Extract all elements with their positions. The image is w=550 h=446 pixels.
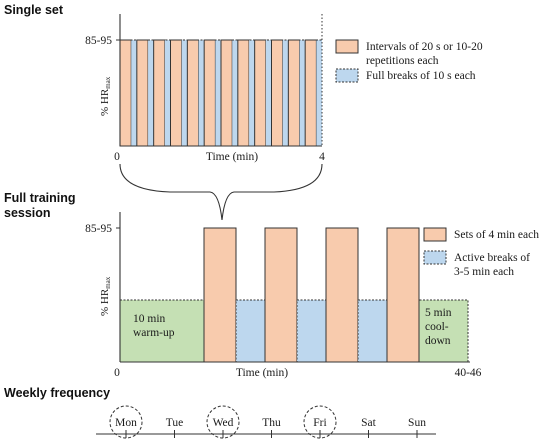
break-bar	[299, 40, 306, 146]
warmup-label: 10 min	[133, 313, 166, 325]
cooldown-label-2: cool-	[425, 321, 449, 333]
full-session-x-end: 40-46	[455, 367, 482, 379]
break-bar	[181, 40, 188, 146]
cooldown-block	[415, 299, 469, 363]
legend-sets-swatch	[423, 227, 447, 242]
week-days: Mon Tue Wed Thu Fri Sat Sun	[109, 405, 426, 439]
legend-intervals-label: Intervals of 20 s or 10-20	[366, 41, 483, 53]
day-label-fri: Fri	[313, 417, 326, 429]
cooldown-label-3: down	[425, 335, 451, 347]
break-bar	[316, 40, 322, 146]
interval-bar	[170, 39, 183, 147]
full-session-x-axis-label: Time (min)	[236, 367, 288, 379]
day-label-thu: Thu	[262, 417, 281, 429]
day-label-wed: Wed	[213, 417, 234, 429]
single-set-x-start: 0	[114, 151, 120, 163]
interval-bar	[203, 39, 216, 147]
legend-intervals-label-2: repetitions each	[366, 55, 439, 67]
interval-bar	[304, 39, 317, 147]
active-break-bar	[357, 299, 388, 363]
interval-bar	[287, 39, 301, 147]
break-bar	[215, 40, 221, 146]
single-set-y-axis-label: % HRmax	[99, 76, 112, 116]
single-set-x-axis-label: Time (min)	[206, 151, 258, 163]
interval-bar	[186, 39, 200, 147]
interval-bar	[153, 39, 166, 147]
break-bar	[282, 40, 289, 146]
training-day-circle	[109, 405, 143, 439]
legend-full-breaks-swatch	[335, 68, 359, 83]
full-session-x-start: 0	[114, 367, 120, 379]
single-set-x-end: 4	[319, 151, 325, 163]
set-bar	[264, 227, 298, 363]
training-day-circle	[206, 405, 240, 439]
legend-sets-label: Sets of 4 min each	[454, 229, 539, 241]
set-bar	[325, 227, 359, 363]
single-set-y-tick-label: 85-95	[85, 35, 112, 47]
full-session-blocks	[119, 227, 469, 363]
day-label-sat: Sat	[361, 417, 377, 429]
break-bar	[148, 40, 154, 146]
day-label-tue: Tue	[166, 417, 183, 429]
weekly-frequency-heading: Weekly frequency	[4, 386, 110, 400]
break-bar	[198, 40, 205, 146]
warmup-label-2: warm-up	[133, 327, 175, 339]
interval-bar	[271, 39, 284, 147]
interval-bar	[136, 39, 149, 147]
interval-bar	[220, 39, 233, 147]
break-bar	[232, 40, 238, 146]
training-day-circle	[303, 405, 337, 439]
legend-active-breaks-swatch	[423, 250, 447, 265]
legend-intervals-swatch	[335, 39, 359, 54]
break-bar	[249, 40, 255, 146]
legend-active-breaks-label: Active breaks of	[454, 252, 530, 264]
interval-bar	[254, 39, 267, 147]
zoom-brace	[119, 163, 323, 221]
day-label-sun: Sun	[408, 417, 426, 429]
full-session-y-tick-label: 85-95	[85, 223, 112, 235]
warmup-block	[119, 299, 205, 363]
interval-bar	[237, 39, 250, 147]
full-session-heading: Full training	[4, 191, 76, 205]
set-bar	[386, 227, 420, 363]
break-bar	[265, 40, 272, 146]
active-break-bar	[235, 299, 266, 363]
single-set-heading: Single set	[4, 3, 64, 17]
full-session-y-axis-label: % HRmax	[99, 276, 112, 316]
cooldown-label: 5 min	[425, 307, 452, 319]
break-bar	[164, 40, 171, 146]
legend-active-breaks-label-2: 3-5 min each	[454, 266, 514, 278]
set-bar	[203, 227, 237, 363]
break-bar	[131, 40, 137, 146]
single-set-bars	[119, 39, 322, 147]
active-break-bar	[296, 299, 327, 363]
interval-bar	[119, 39, 132, 147]
full-session-heading-2: session	[4, 206, 51, 220]
legend-full-breaks-label: Full breaks of 10 s each	[366, 70, 476, 82]
day-label-mon: Mon	[115, 417, 137, 429]
